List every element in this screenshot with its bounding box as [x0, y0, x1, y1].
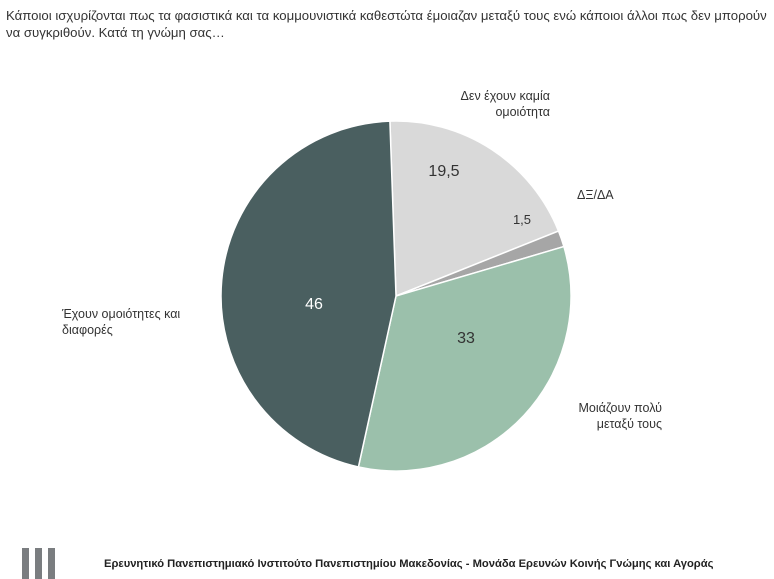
- pie-category-labels: Δεν έχουν καμία ομοιότητα ΔΞ/ΔΑ Μοιάζουν πο…: [61, 89, 662, 431]
- pie-slice: [357, 245, 572, 472]
- slice-label-line: Έχουν ομοιότητες και: [61, 307, 180, 321]
- pie-slices: [220, 120, 572, 472]
- pie-slice: [389, 120, 560, 298]
- slice-label-line: Μοιάζουν πολύ: [578, 401, 662, 415]
- footer-text: Ερευνητικό Πανεπιστημιακό Ινστιτούτο Παν…: [104, 558, 714, 570]
- slice-category-label: Έχουν ομοιότητες και διαφορές: [61, 307, 180, 337]
- slice-label-line: ομοιότητα: [495, 105, 550, 119]
- slice-label-line: Δεν έχουν καμία: [461, 89, 550, 103]
- slice-label-line: διαφορές: [62, 323, 113, 337]
- slice-value-label: 1,5: [513, 212, 531, 227]
- slice-category-label: Δεν έχουν καμία ομοιότητα: [461, 89, 550, 119]
- slice-label-line: ΔΞ/ΔΑ: [577, 188, 614, 202]
- slice-value-label: 46: [305, 296, 323, 313]
- slice-category-label: Μοιάζουν πολύ μεταξύ τους: [578, 401, 662, 431]
- pie-value-labels: 19,5 1,5 33 46: [305, 163, 531, 347]
- university-logo-icon: [22, 548, 56, 579]
- question-text: Κάποιοι ισχυρίζονται πως τα φασιστικά κα…: [6, 8, 767, 40]
- slice-value-label: 33: [457, 330, 475, 347]
- pie-slice: [220, 120, 397, 468]
- slice-category-label: ΔΞ/ΔΑ: [577, 188, 614, 202]
- slice-label-line: μεταξύ τους: [597, 417, 662, 431]
- slice-value-label: 19,5: [428, 163, 459, 180]
